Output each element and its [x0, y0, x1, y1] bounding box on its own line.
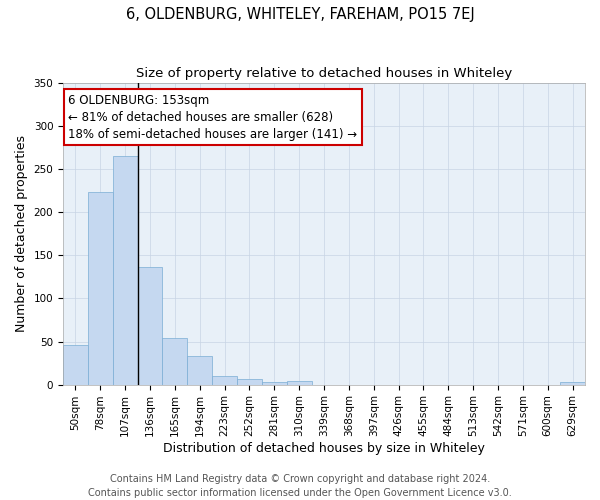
Bar: [163, 338, 187, 384]
Text: 6, OLDENBURG, WHITELEY, FAREHAM, PO15 7EJ: 6, OLDENBURG, WHITELEY, FAREHAM, PO15 7E…: [125, 8, 475, 22]
Bar: [560, 382, 585, 384]
Bar: [212, 376, 237, 384]
X-axis label: Distribution of detached houses by size in Whiteley: Distribution of detached houses by size …: [163, 442, 485, 455]
Bar: [262, 382, 287, 384]
Bar: [287, 381, 311, 384]
Bar: [63, 345, 88, 385]
Bar: [113, 156, 137, 384]
Text: 6 OLDENBURG: 153sqm
← 81% of detached houses are smaller (628)
18% of semi-detac: 6 OLDENBURG: 153sqm ← 81% of detached ho…: [68, 94, 358, 140]
Y-axis label: Number of detached properties: Number of detached properties: [15, 136, 28, 332]
Bar: [88, 192, 113, 384]
Bar: [237, 378, 262, 384]
Text: Contains HM Land Registry data © Crown copyright and database right 2024.
Contai: Contains HM Land Registry data © Crown c…: [88, 474, 512, 498]
Title: Size of property relative to detached houses in Whiteley: Size of property relative to detached ho…: [136, 68, 512, 80]
Bar: [137, 268, 163, 384]
Bar: [187, 356, 212, 384]
